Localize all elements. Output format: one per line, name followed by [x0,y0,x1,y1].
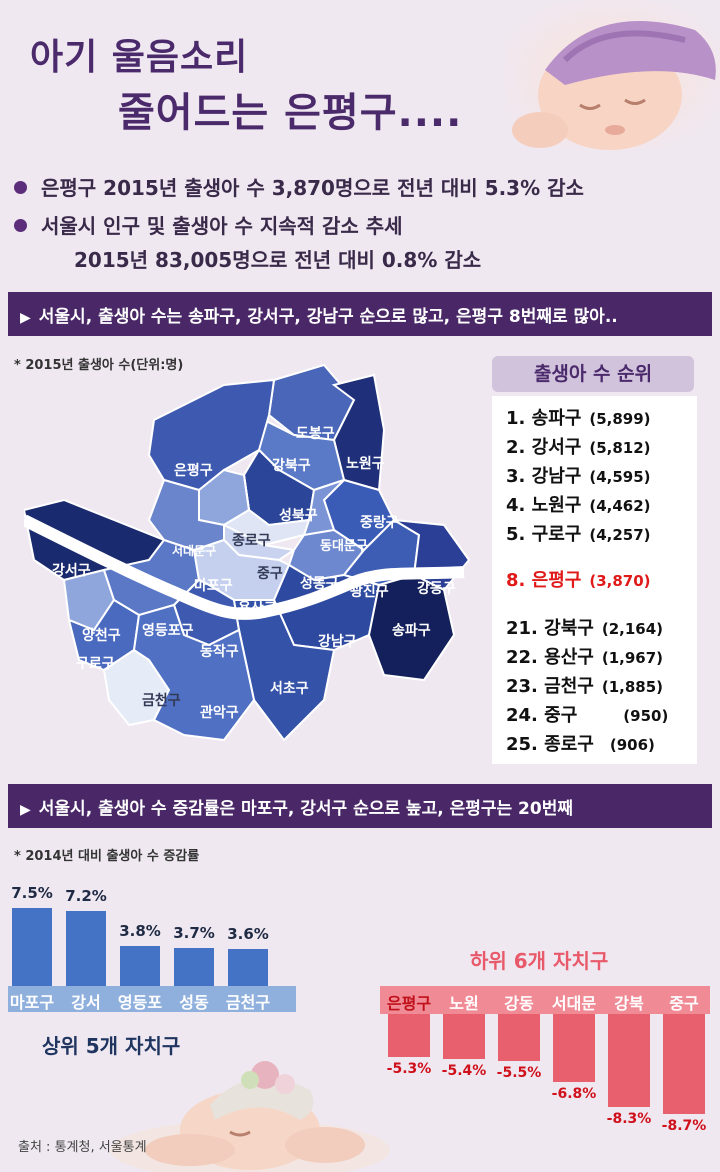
ranking-list: 1. 송파구 (5,899) 2. 강서구 (5,812) 3. 강남구 (4,595… [492,396,697,764]
bottom6-chart-title: 하위 6개 자치구 [470,949,609,973]
top5-bar [174,947,214,986]
district-label-jungnang: 중랑구 [360,515,399,531]
bottom6-bar [388,1014,430,1058]
top5-axis-band [8,986,296,1012]
district-label-seongbuk: 성북구 [279,508,318,524]
top5-category-label: 영등포 [117,993,163,1012]
source-note: 출처 : 통계청, 서울통계 [18,1140,147,1155]
district-label-songpa: 송파구 [392,623,431,639]
top5-value-label: 3.8% [119,922,161,941]
district-label-guro: 구로구 [76,656,115,672]
seoul-district-map: 도봉구 노원구 강북구 은평구 성북구 중랑구 서대문구 종로구 동대문구 강서… [24,363,471,742]
ranking-item: 5. 구로구 (4,257) [506,524,651,545]
district-label-dongjak: 동작구 [200,643,239,660]
top5-chart-title: 상위 5개 자치구 [42,1034,181,1058]
top5-bar [12,908,52,986]
bottom6-category-label: 강북 [614,994,644,1013]
district-label-yangcheon: 양천구 [82,628,121,644]
top5-value-label: 3.7% [173,923,215,942]
banner-growth-rate: ▶ 서울시, 출생아 수 증감률은 마포구, 강서구 순으로 높고, 은평구는 2… [8,784,712,828]
map-note: * 2015년 출생아 수(단위:명) [14,358,184,373]
top5-value-label: 3.6% [227,924,269,943]
bottom6-value-label: -5.3% [386,1061,432,1078]
ranking-item: 21. 강북구 (2,164) [506,618,664,639]
bottom6-bar [443,1014,485,1060]
district-label-yongsan: 용산구 [238,600,277,617]
district-label-nowon: 노원구 [346,456,385,472]
bullet-eunpyeong-births: 은평구 2015년 출생아 수 3,870명으로 전년 대비 5.3% 감소 [14,172,584,201]
bottom6-value-label: -8.3% [606,1110,652,1127]
bottom6-category-label: 서대문 [551,994,597,1013]
top5-bar [228,948,268,986]
district-label-gangnam: 강남구 [318,633,357,650]
bullet-seoul-trend: 서울시 인구 및 출생아 수 지속적 감소 추세 [14,210,403,239]
bottom6-bar [498,1014,540,1061]
bottom6-value-label: -5.4% [441,1063,487,1080]
district-label-gwanak: 관악구 [200,704,239,721]
bottom6-value-label: -8.7% [661,1117,707,1134]
district-label-seocho: 서초구 [270,681,309,697]
sleeping-baby-image [505,0,720,150]
sleeping-baby-knit-hat-image [110,1061,390,1172]
district-label-gangseo: 강서구 [52,562,91,579]
top5-category-label: 금천구 [225,993,271,1012]
bullet-seoul-trend-sub: 2015년 83,005명으로 전년 대비 0.8% 감소 [74,248,482,272]
district-label-dongdaemun: 동대문구 [320,539,368,554]
ranking-item: 3. 강남구 (4,595) [506,466,651,487]
bottom6-category-label: 중구 [669,994,699,1013]
district-label-dobong: 도봉구 [296,426,335,442]
top5-bar [120,946,160,986]
bottom6-value-label: -6.8% [551,1086,597,1103]
bullet-dot-icon [14,219,27,232]
chart-note: * 2014년 대비 출생아 수 증감률 [14,849,200,864]
district-label-mapo: 마포구 [194,578,233,594]
top5-category-label: 마포구 [9,993,55,1012]
top5-category-label: 성동 [179,993,209,1012]
district-label-jongno: 종로구 [232,533,271,549]
district-label-seongdong: 성동구 [300,576,339,592]
bottom6-category-label: 노원 [449,994,479,1013]
title-line-1: 아기 울음소리 [30,37,249,78]
ranking-item: 2. 강서구 (5,812) [506,437,651,458]
bottom6-bar [553,1014,595,1083]
ranking-item: 25. 종로구 (906) [506,734,655,755]
bottom6-bar [663,1014,705,1114]
bottom6-axis-band [380,986,710,1014]
district-label-geumcheon: 금천구 [142,693,181,709]
ranking-item-highlight: 8. 은평구 (3,870) [506,570,651,591]
top5-bar [66,911,106,986]
triangle-right-icon: ▶ [20,802,31,818]
ranking-title: 출생아 수 순위 [492,356,694,392]
district-label-eunpyeong: 은평구 [174,462,213,479]
district-label-yeongdeungpo: 영등포구 [142,622,194,639]
district-label-jung: 중구 [257,566,283,582]
top5-category-label: 강서 [71,993,101,1012]
bottom6-category-label: 은평구 [386,994,432,1013]
district-label-gangbuk: 강북구 [272,457,311,474]
bullet-dot-icon [14,181,27,194]
ranking-item: 23. 금천구 (1,885) [506,676,664,697]
district-label-seodaemun: 서대문구 [172,543,216,558]
ranking-item: 1. 송파구 (5,899) [506,408,651,429]
ranking-item: 4. 노원구 (4,462) [506,495,651,516]
district-label-gangdong: 강동구 [417,580,456,597]
ranking-item: 22. 용산구 (1,967) [506,647,664,668]
top5-value-label: 7.2% [65,887,107,906]
title-line-2: 줄어드는 은평구.... [118,90,463,136]
bottom6-value-label: -5.5% [496,1064,542,1081]
banner-birth-ranking: ▶ 서울시, 출생아 수는 송파구, 강서구, 강남구 순으로 많고, 은평구 8… [8,292,712,336]
ranking-item: 24. 중구 (950) [506,705,669,726]
triangle-right-icon: ▶ [20,310,31,326]
district-label-gwangjin: 광진구 [350,583,389,600]
top5-value-label: 7.5% [11,884,53,902]
bottom6-bar [608,1014,650,1107]
bottom6-category-label: 강동 [504,994,534,1013]
